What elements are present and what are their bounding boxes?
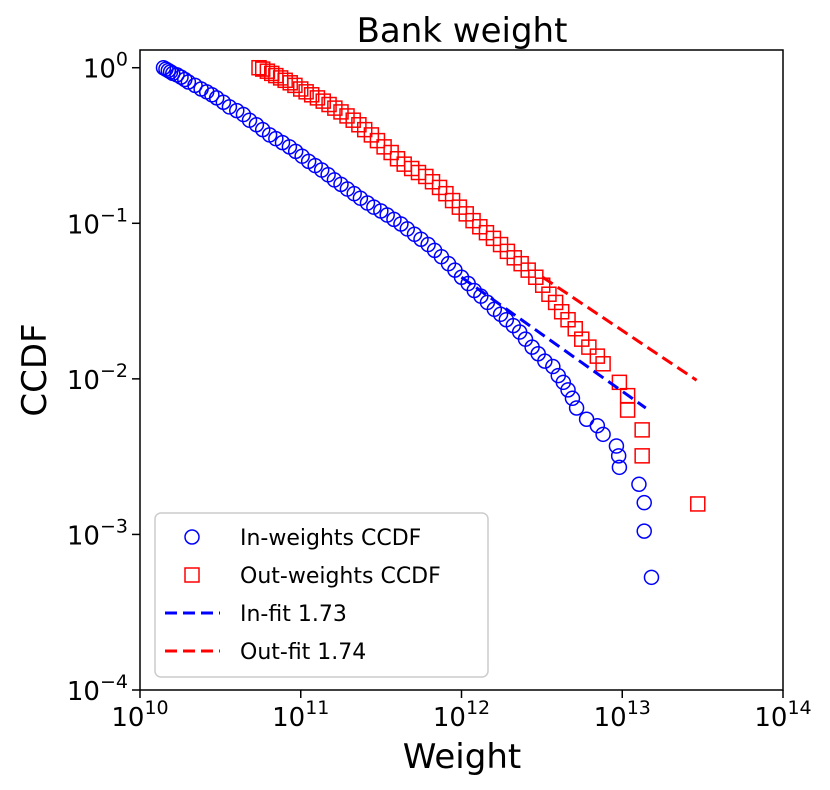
data-point-out xyxy=(277,72,293,89)
data-point-out xyxy=(345,112,361,128)
data-point-in xyxy=(492,306,509,323)
y-tick-label: 10−4 xyxy=(67,671,128,707)
data-point-out xyxy=(690,496,706,512)
y-tick-label-base: 10 xyxy=(67,210,100,240)
data-point-in xyxy=(204,87,220,103)
x-tick-label: 1011 xyxy=(272,697,329,733)
y-axis-label: CCDF xyxy=(15,323,55,416)
x-tick-label-base: 10 xyxy=(754,703,787,733)
x-tick-label: 1012 xyxy=(433,697,490,733)
x-tick-label-exp: 12 xyxy=(466,697,490,719)
y-tick-label-base: 10 xyxy=(67,366,100,396)
data-point-out xyxy=(293,81,309,97)
legend-label: In-weights CCDF xyxy=(240,526,421,551)
y-tick-label: 10−3 xyxy=(67,515,128,551)
data-point-out xyxy=(634,448,650,464)
x-tick-label-base: 10 xyxy=(111,703,144,733)
data-point-in xyxy=(611,459,628,476)
x-axis-label: Weight xyxy=(403,737,521,777)
data-point-in xyxy=(636,494,652,511)
data-point-in xyxy=(643,569,660,586)
legend-label: Out-fit 1.74 xyxy=(240,640,366,665)
data-point-in xyxy=(169,67,185,83)
data-point-in xyxy=(608,438,625,454)
data-point-out xyxy=(282,75,298,91)
x-tick-label-base: 10 xyxy=(433,703,466,733)
fit-line-2 xyxy=(460,276,647,410)
legend: In-weights CCDF Out-weights CCDF In-fit 1.… xyxy=(154,512,489,678)
y-tick-label-exp: −2 xyxy=(100,360,128,382)
data-point-in xyxy=(578,411,595,428)
legend-label: In-fit 1.73 xyxy=(240,602,347,627)
data-point-in xyxy=(545,358,561,375)
fit-line-3 xyxy=(541,275,698,382)
data-point-in xyxy=(160,62,177,79)
data-point-out xyxy=(547,294,564,311)
data-point-out xyxy=(619,402,636,418)
data-point-out xyxy=(339,108,355,124)
data-point-in xyxy=(221,99,238,115)
y-tick-label-exp: −1 xyxy=(100,204,128,226)
data-point-out xyxy=(333,104,349,120)
data-point-out xyxy=(634,422,650,438)
y-tick-label-base: 10 xyxy=(83,55,116,85)
data-point-in xyxy=(564,390,581,407)
chart-title: Bank weight xyxy=(357,11,568,51)
legend-swatch-square xyxy=(184,567,200,583)
x-tick-label-exp: 13 xyxy=(627,697,651,719)
data-point-in xyxy=(610,448,627,464)
data-point-in xyxy=(589,417,606,434)
x-tick-label-exp: 10 xyxy=(144,697,168,719)
data-point-out xyxy=(611,374,628,391)
y-tick-label-base: 10 xyxy=(67,521,100,551)
x-tick-label-base: 10 xyxy=(594,703,627,733)
y-tick-label: 10−1 xyxy=(67,204,128,240)
data-point-in xyxy=(636,523,652,539)
data-point-out xyxy=(363,127,380,143)
x-tick-label-exp: 11 xyxy=(305,697,329,719)
data-point-out xyxy=(251,59,267,76)
x-tick-label: 1014 xyxy=(754,697,811,733)
y-tick-label: 10−2 xyxy=(67,360,128,396)
data-point-in xyxy=(555,374,572,391)
data-point-out xyxy=(327,100,343,116)
x-tick-label-exp: 14 xyxy=(787,697,811,719)
data-point-in xyxy=(560,382,576,398)
y-tick-label-exp: 0 xyxy=(116,49,128,71)
y-tick-label: 100 xyxy=(83,49,128,85)
data-point-in xyxy=(537,353,553,369)
x-tick-label: 1013 xyxy=(594,697,651,733)
y-tick-label-base: 10 xyxy=(67,677,100,707)
legend-label: Out-weights CCDF xyxy=(240,564,441,589)
x-tick-label-base: 10 xyxy=(272,703,305,733)
data-point-out xyxy=(595,356,611,372)
x-tick-label: 1010 xyxy=(111,697,168,733)
data-point-out xyxy=(298,84,314,100)
x-axis: 1010 1011 1012 1013 1014 xyxy=(111,690,812,733)
data-point-in xyxy=(595,426,611,443)
legend-box xyxy=(154,512,489,678)
y-tick-label-exp: −4 xyxy=(100,671,128,693)
legend-swatch-circle xyxy=(184,529,200,545)
data-point-in xyxy=(235,106,252,123)
data-point-in xyxy=(631,476,647,493)
y-tick-label-exp: −3 xyxy=(100,515,128,537)
data-point-out xyxy=(351,116,367,133)
plot-area xyxy=(155,59,706,586)
data-point-in xyxy=(568,400,585,416)
data-point-out xyxy=(581,339,597,355)
